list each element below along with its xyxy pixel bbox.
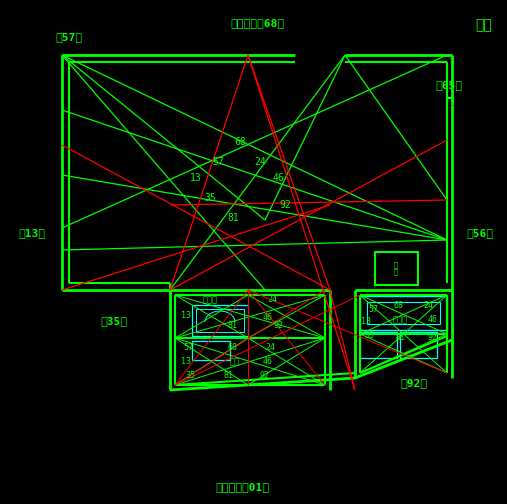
Text: 乾向（春）68九: 乾向（春）68九 — [230, 18, 284, 28]
Text: 57: 57 — [212, 157, 224, 167]
Text: 13: 13 — [190, 173, 202, 183]
Text: 13: 13 — [181, 357, 191, 366]
Text: 81: 81 — [227, 213, 239, 223]
Text: 68: 68 — [227, 344, 237, 352]
Text: 13: 13 — [181, 311, 191, 321]
Text: 81: 81 — [395, 334, 405, 343]
Bar — [367, 302, 440, 324]
Text: 81: 81 — [223, 371, 233, 381]
Text: 92: 92 — [427, 334, 437, 343]
Bar — [375, 252, 418, 285]
Text: 24: 24 — [267, 295, 277, 304]
Text: 46: 46 — [263, 313, 273, 323]
Bar — [360, 332, 397, 358]
Bar — [196, 309, 244, 332]
Text: 35: 35 — [364, 332, 374, 341]
Bar — [360, 296, 447, 330]
Text: 离35三: 离35三 — [100, 316, 127, 326]
Text: 均65四: 均65四 — [435, 80, 462, 90]
Text: 卧房: 卧房 — [230, 357, 240, 366]
Text: 46: 46 — [428, 316, 438, 325]
Text: 35: 35 — [185, 370, 195, 380]
Text: 81: 81 — [227, 322, 237, 331]
Text: 68: 68 — [234, 137, 246, 147]
Text: 57: 57 — [368, 305, 378, 314]
Text: 13: 13 — [361, 318, 371, 327]
Text: 兔57一: 兔57一 — [55, 32, 82, 42]
Bar — [400, 332, 437, 358]
Text: 坤13五: 坤13五 — [18, 228, 45, 238]
Text: 艢56二: 艢56二 — [466, 228, 493, 238]
Text: 35: 35 — [204, 193, 216, 203]
Text: 92: 92 — [273, 322, 283, 331]
Bar — [192, 341, 230, 360]
Text: 92: 92 — [279, 200, 291, 210]
Text: 68: 68 — [393, 301, 403, 310]
Text: 92: 92 — [260, 370, 270, 380]
Bar — [192, 305, 248, 336]
Text: 24: 24 — [254, 157, 266, 167]
Text: 卫生间: 卫生间 — [392, 316, 408, 325]
Text: 震92六: 震92六 — [400, 378, 427, 388]
Text: 装
箱: 装 箱 — [394, 261, 398, 275]
Text: 财位定: 财位定 — [202, 295, 218, 304]
Text: 24: 24 — [265, 344, 275, 352]
Text: 图六: 图六 — [475, 18, 492, 32]
Text: 24: 24 — [423, 301, 433, 310]
Text: 57: 57 — [183, 344, 193, 352]
Text: 巽山（春）01七: 巽山（春）01七 — [215, 482, 269, 492]
Text: 46: 46 — [272, 173, 284, 183]
Text: 46: 46 — [263, 357, 273, 366]
